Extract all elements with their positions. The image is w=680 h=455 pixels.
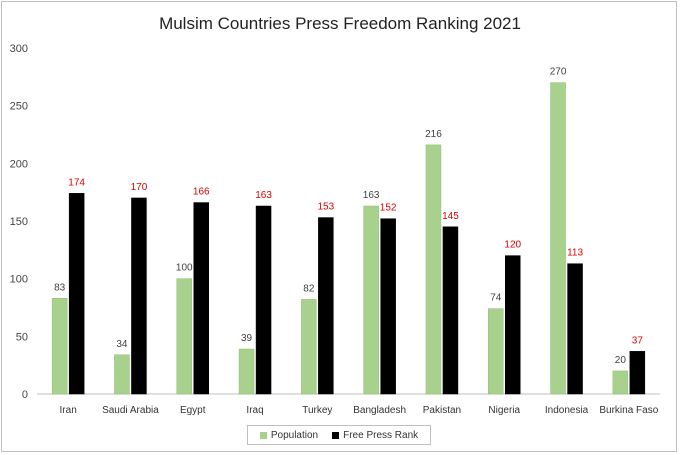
bar-free-press-rank — [68, 193, 85, 395]
legend-label-population: Population — [270, 429, 319, 441]
bar-free-press-rank — [629, 351, 646, 395]
data-label-free-press-rank: 174 — [68, 177, 85, 188]
y-tick-label: 150 — [10, 216, 28, 228]
x-tick-label: Turkey — [302, 405, 332, 416]
bar-free-press-rank — [318, 217, 334, 395]
y-tick-label: 250 — [10, 101, 28, 113]
bar-free-press-rank — [505, 255, 521, 395]
chart-legend: Population Free Press Rank — [247, 425, 431, 445]
x-tick-label: Saudi Arabia — [102, 405, 159, 416]
legend-item-free-press-rank: Free Press Rank — [332, 430, 418, 441]
legend-swatch-free-press-rank — [332, 431, 340, 439]
bar-population — [425, 144, 442, 395]
x-tick-label: Nigeria — [488, 405, 520, 416]
data-label-population: 39 — [241, 333, 253, 344]
data-label-free-press-rank: 37 — [632, 335, 644, 346]
x-tick-label: Iran — [60, 405, 77, 416]
data-label-population: 270 — [550, 67, 567, 78]
y-tick-label: 0 — [22, 389, 28, 401]
data-label-population: 82 — [303, 283, 315, 294]
x-tick-label: Pakistan — [423, 405, 461, 416]
y-tick-label: 100 — [10, 274, 28, 286]
bar-population — [301, 299, 317, 395]
bar-population — [488, 308, 504, 395]
legend-item-population: Population — [259, 429, 319, 441]
bar-population — [176, 278, 192, 395]
data-label-free-press-rank: 163 — [255, 190, 272, 201]
data-label-free-press-rank: 153 — [318, 202, 335, 213]
data-label-population: 100 — [176, 263, 193, 274]
y-tick-label: 50 — [16, 331, 28, 343]
data-label-population: 74 — [490, 293, 502, 304]
bar-free-press-rank — [442, 226, 459, 395]
x-tick-label: Burkina Faso — [599, 405, 658, 416]
x-tick-label: Egypt — [180, 405, 206, 416]
bar-population — [114, 354, 130, 395]
data-label-population: 83 — [54, 282, 66, 293]
data-label-free-press-rank: 152 — [380, 203, 397, 214]
data-label-population: 20 — [615, 355, 627, 366]
legend-label-free-press-rank: Free Press Rank — [343, 429, 419, 441]
x-tick-label: Iraq — [246, 405, 263, 416]
y-tick-label: 200 — [10, 158, 28, 170]
data-label-population: 216 — [425, 129, 442, 140]
data-label-population: 163 — [363, 190, 380, 201]
bar-population — [363, 205, 379, 395]
bar-free-press-rank — [131, 197, 147, 395]
data-label-free-press-rank: 166 — [193, 187, 210, 198]
bar-free-press-rank — [380, 218, 396, 395]
data-label-population: 34 — [116, 339, 128, 350]
data-label-free-press-rank: 170 — [131, 182, 148, 193]
data-label-free-press-rank: 120 — [504, 240, 521, 251]
data-label-free-press-rank: 113 — [567, 248, 583, 259]
bar-population — [238, 348, 255, 395]
y-tick-label: 300 — [10, 43, 28, 55]
x-tick-label: Bangladesh — [353, 405, 406, 416]
bar-free-press-rank — [567, 263, 583, 395]
chart-title: Mulsim Countries Press Freedom Ranking 2… — [159, 14, 521, 33]
x-tick-label: Indonesia — [545, 405, 589, 416]
legend-swatch-population — [259, 431, 267, 439]
bar-population — [550, 82, 566, 395]
bar-population — [612, 370, 629, 395]
bar-free-press-rank — [193, 202, 209, 395]
bar-free-press-rank — [255, 205, 272, 395]
bar-population — [51, 298, 68, 395]
data-label-free-press-rank: 145 — [442, 211, 459, 222]
